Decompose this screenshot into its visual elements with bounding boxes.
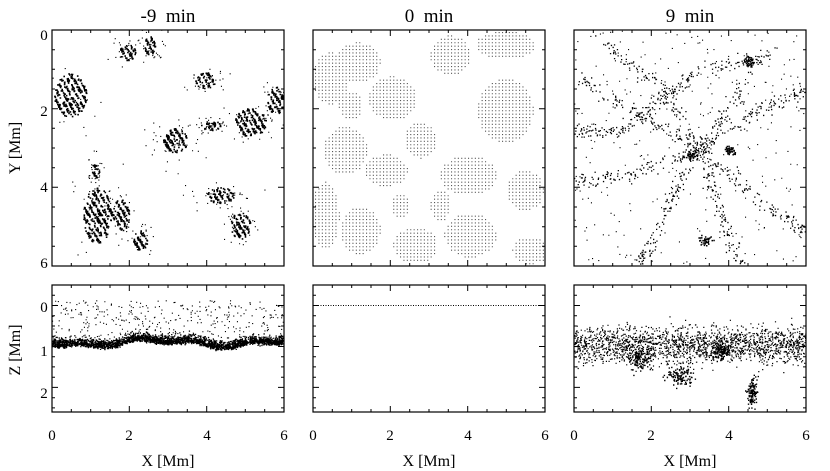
x-axis-label-right: X [Mm] [664, 453, 717, 470]
x-tick-label: 6 [541, 428, 549, 444]
z-axis-label-bottom: Z [Mm] [7, 324, 24, 375]
axis-tick-marks [312, 29, 546, 267]
x-tick-label: 2 [647, 428, 655, 444]
y-tick-label: 2 [40, 104, 48, 120]
y-tick-label: 4 [40, 180, 48, 196]
panel-frames [51, 29, 807, 413]
x-tick-label: 0 [570, 428, 578, 444]
panel-plot-area [315, 32, 544, 265]
panel-frame [51, 284, 285, 413]
tracer-points [52, 30, 284, 266]
x-tick-label: 2 [386, 428, 394, 444]
y-tick-label: 6 [40, 256, 48, 272]
z-tick-label: 0 [40, 300, 48, 316]
panel-frame [312, 29, 546, 267]
panel-title-middle: 0 min [405, 6, 454, 27]
x-tick-label: 0 [309, 428, 317, 444]
x-axis-label-left: X [Mm] [142, 453, 195, 470]
panel-frame [51, 29, 285, 267]
y-tick-label: 0 [40, 28, 48, 44]
x-axis-label-middle: X [Mm] [403, 453, 456, 470]
tracer-points [574, 30, 806, 266]
panel-plot-area [52, 30, 284, 266]
x-tick-label: 2 [125, 428, 133, 444]
x-tick-label: 4 [203, 428, 211, 444]
axis-tick-marks [312, 284, 546, 412]
plot-marks [52, 30, 806, 410]
z-tick-label: 1 [40, 344, 48, 360]
tracer-points [574, 316, 806, 410]
axis-ticks [51, 29, 807, 412]
panel-frame [312, 284, 546, 413]
z-tick-label: 2 [40, 386, 48, 402]
x-tick-label: 4 [725, 428, 733, 444]
panel-title-right: 9 min [666, 6, 715, 27]
panel-plot-area [52, 300, 284, 352]
panel-frame [573, 284, 807, 413]
x-tick-label: 0 [48, 428, 56, 444]
panel-plot-area [574, 30, 806, 266]
panel-title-left: -9 min [141, 6, 196, 27]
x-tick-label: 6 [280, 428, 288, 444]
axis-tick-marks [573, 29, 807, 267]
x-tick-label: 4 [464, 428, 472, 444]
panel-plot-area [574, 316, 806, 410]
tracer-points [315, 32, 544, 265]
y-axis-label-top: Y [Mm] [7, 122, 24, 174]
x-tick-label: 6 [802, 428, 810, 444]
panel-frame [573, 29, 807, 267]
tracer-points [52, 300, 284, 352]
axis-tick-marks [51, 284, 285, 412]
